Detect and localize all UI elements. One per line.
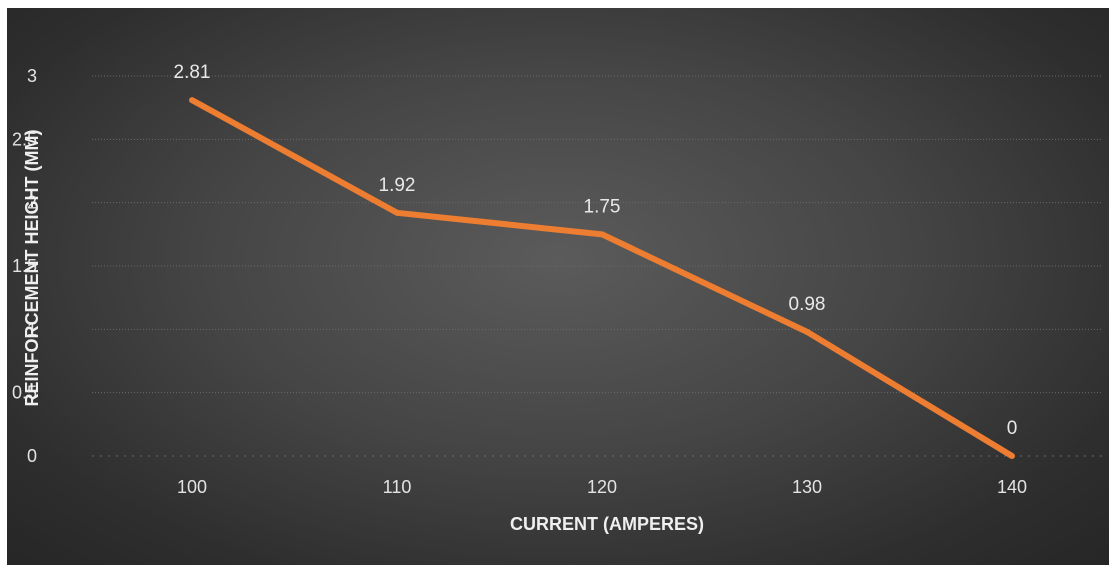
y-axis-title: REINFORCEMENT HEIGHT (MM) [22, 130, 42, 407]
y-tick-label: 1 [27, 319, 37, 339]
x-tick-label: 110 [383, 477, 412, 497]
x-tick-label: 120 [587, 477, 617, 497]
x-axis-ticks: 100 110 120 130 140 [177, 477, 1027, 497]
data-labels: 2.81 1.92 1.75 0.98 0 [174, 62, 1018, 439]
data-point [394, 209, 400, 216]
x-axis-title: CURRENT (AMPERES) [510, 514, 704, 534]
gridlines [92, 75, 1102, 457]
data-label: 0.98 [789, 294, 826, 315]
chart-area: 0 0.5 1 1.5 2 2.5 3 100 110 120 130 140 2.81 1.92 1.… [7, 8, 1109, 565]
y-tick-label: 0 [27, 446, 37, 466]
data-label: 1.75 [584, 196, 621, 217]
data-point [804, 328, 810, 335]
data-point [599, 231, 605, 238]
line-chart: 0 0.5 1 1.5 2 2.5 3 100 110 120 130 140 2.81 1.92 1.… [12, 62, 1102, 534]
y-tick-label: 1.5 [12, 256, 37, 276]
data-point [1009, 453, 1015, 459]
series-layer [189, 97, 1015, 459]
y-tick-label: 0.5 [12, 383, 37, 403]
data-label: 2.81 [174, 62, 211, 83]
y-axis-ticks: 0 0.5 1 1.5 2 2.5 3 [12, 66, 37, 466]
y-tick-label: 3 [27, 66, 37, 86]
y-tick-label: 2 [27, 193, 37, 213]
x-tick-label: 140 [997, 477, 1027, 497]
data-label: 0 [1007, 418, 1018, 439]
data-point [189, 97, 195, 104]
series-line [190, 97, 1014, 459]
y-tick-label: 2.5 [12, 129, 37, 149]
data-label: 1.92 [379, 175, 416, 196]
x-tick-label: 100 [177, 477, 207, 497]
x-tick-label: 130 [792, 477, 822, 497]
